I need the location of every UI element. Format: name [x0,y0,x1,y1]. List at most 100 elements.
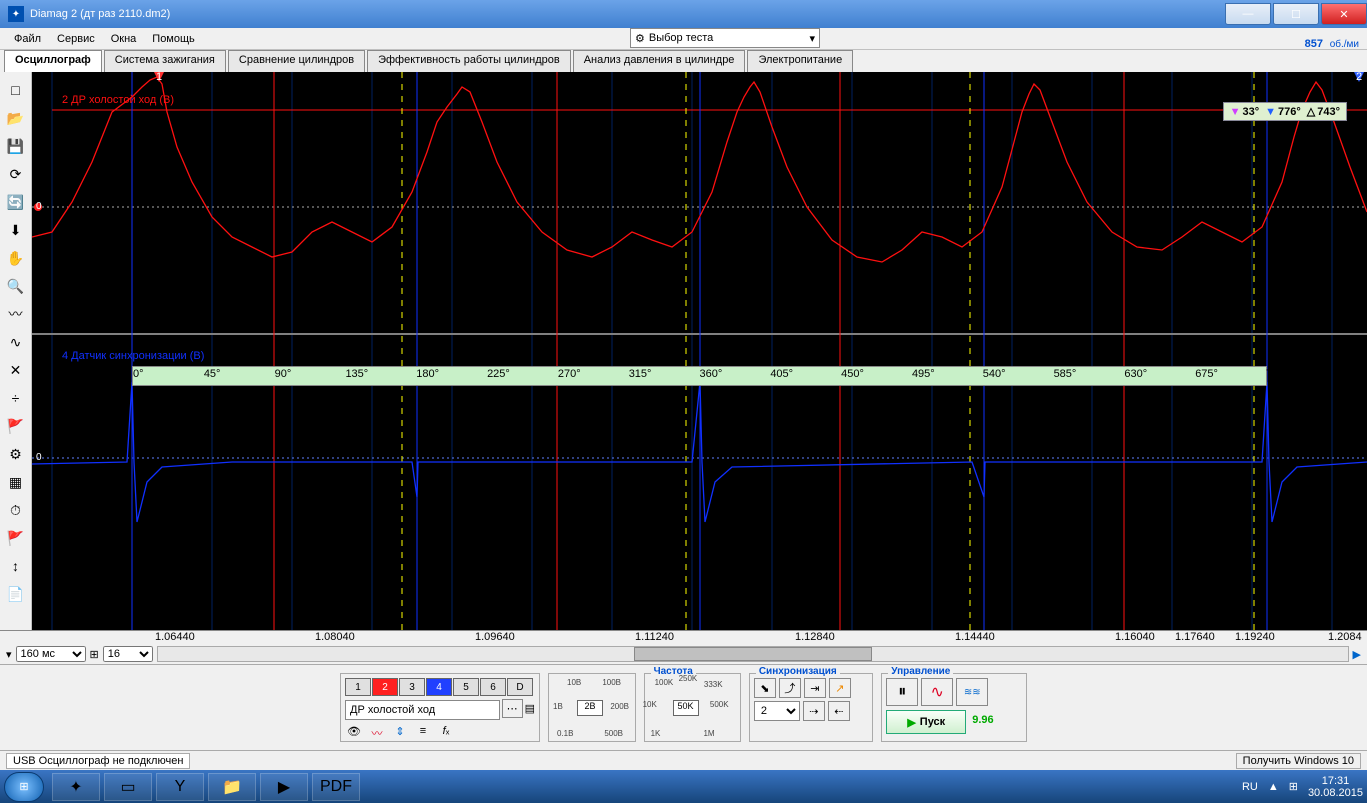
tool-btn-1[interactable]: 📂 [3,105,29,131]
tool-btn-7[interactable]: 🔍 [3,273,29,299]
tool-btn-4[interactable]: 🔄 [3,189,29,215]
delta-value: 743° [1317,106,1340,118]
channel-btn-4[interactable]: 4 [426,678,452,696]
tool-btn-10[interactable]: ✕ [3,357,29,383]
channel-btn-5[interactable]: 5 [453,678,479,696]
tab-cyl-compare[interactable]: Сравнение цилиндров [228,50,365,72]
tool-btn-12[interactable]: 🚩 [3,413,29,439]
updown-icon[interactable]: ⇕ [391,725,409,741]
tool-btn-18[interactable]: 📄 [3,581,29,607]
channel-btn-1[interactable]: 1 [345,678,371,696]
start-button[interactable]: ▶ Пуск [886,710,966,734]
wave-mode-button[interactable]: ∿ [921,678,953,706]
tool-btn-9[interactable]: ∿ [3,329,29,355]
date: 30.08.2015 [1308,787,1363,799]
clock[interactable]: 17:31 30.08.2015 [1308,775,1363,799]
sync-btn-3[interactable]: ⇥ [804,678,826,698]
degree-tick: 180° [416,368,439,380]
svg-text:1: 1 [156,72,162,83]
tool-btn-0[interactable]: □ [3,77,29,103]
taskbar-item-3[interactable]: 📁 [208,773,256,801]
test-selector-dropdown[interactable]: ⚙ Выбор теста ▾ [630,28,820,48]
timer-value: 9.96 [972,714,993,726]
voltage-dial[interactable]: 10B 100B 1B 200B 0.1B 500B 2B [553,678,623,738]
tool-btn-13[interactable]: ⚙ [3,441,29,467]
channel-btn-3[interactable]: 3 [399,678,425,696]
menu-windows[interactable]: Окна [103,31,145,47]
sync-btn-6[interactable]: ⇠ [828,701,850,721]
time-tick: 1.2084 [1328,631,1362,643]
channel-name-input[interactable] [345,700,500,720]
sync-channel-select[interactable]: 2 [754,701,800,721]
taskbar-item-0[interactable]: ✦ [52,773,100,801]
frequency-dial[interactable]: 100K 250K 333K 10K 500K 1K 1M 50K [649,678,719,738]
channel-btn-2[interactable]: 2 [372,678,398,696]
extra-icon[interactable]: ▤ [525,702,535,715]
time-scrollbar[interactable] [157,646,1349,662]
tab-pressure[interactable]: Анализ давления в цилиндре [573,50,746,72]
tab-oscillograph[interactable]: Осциллограф [4,50,102,72]
lines-icon[interactable]: ≡ [414,725,432,741]
tool-btn-5[interactable]: ⬇ [3,217,29,243]
channel-btn-6[interactable]: 6 [480,678,506,696]
action-center-icon[interactable]: ⊞ [1289,780,1298,793]
marker2-value: 776° [1278,106,1301,118]
dial-label: 333K [704,680,723,689]
eye-icon[interactable]: 👁 [345,725,363,741]
zero-label-1: 0 [36,201,42,212]
tool-btn-3[interactable]: ⟳ [3,161,29,187]
tool-btn-8[interactable]: 〰 [3,301,29,327]
timebase-select[interactable]: 160 мс [16,646,86,662]
close-button[interactable]: ✕ [1321,3,1367,25]
sync-btn-1[interactable]: ⬊ [754,678,776,698]
multi-wave-button[interactable]: ≋≋ [956,678,988,706]
minimize-button[interactable]: — [1225,3,1271,25]
degree-tick: 540° [983,368,1006,380]
scrollbar-thumb[interactable] [634,647,872,661]
degree-tick: 405° [770,368,793,380]
start-button[interactable]: ⊞ [4,772,44,802]
menu-help[interactable]: Помощь [144,31,203,47]
language-indicator[interactable]: RU [1242,781,1258,793]
tool-btn-15[interactable]: ⏱ [3,497,29,523]
time-tick: 1.12840 [795,631,835,643]
wave-icon[interactable]: 〰 [368,725,386,741]
tool-btn-2[interactable]: 💾 [3,133,29,159]
channel-btn-D[interactable]: D [507,678,533,696]
sync-btn-4[interactable]: ↗ [829,678,851,698]
tab-cyl-efficiency[interactable]: Эффективность работы цилиндров [367,50,571,72]
taskbar-item-4[interactable]: ▶ [260,773,308,801]
tool-btn-6[interactable]: ✋ [3,245,29,271]
time: 17:31 [1308,775,1363,787]
tool-btn-11[interactable]: ÷ [3,385,29,411]
browse-icon[interactable]: ⋯ [502,699,523,718]
taskbar-item-1[interactable]: ▭ [104,773,152,801]
taskbar-item-5[interactable]: PDF [312,773,360,801]
get-windows-link[interactable]: Получить Windows 10 [1236,753,1361,769]
collapse-icon[interactable]: ▾ [6,648,12,661]
tool-btn-16[interactable]: 🚩 [3,525,29,551]
tool-btn-17[interactable]: ↕ [3,553,29,579]
marker-readout: ▼33° ▼776° △743° [1223,102,1347,121]
division-icon[interactable]: ⊞ [90,648,99,661]
tab-power[interactable]: Электропитание [747,50,853,72]
sync-btn-2[interactable]: ⤴ [779,678,801,698]
fx-icon[interactable]: fₓ [437,725,455,741]
division-select[interactable]: 16 [103,646,153,662]
taskbar-item-2[interactable]: Y [156,773,204,801]
menu-service[interactable]: Сервис [49,31,103,47]
tray-icon[interactable]: ▲ [1268,781,1279,793]
scroll-right-icon[interactable]: ▶ [1353,648,1361,661]
maximize-button[interactable]: ☐ [1273,3,1319,25]
pause-button[interactable]: ⏸ [886,678,918,706]
oscilloscope-display[interactable]: 12 2 ДР холостой ход (B) 4 Датчик синхро… [32,72,1367,630]
play-icon: ▶ [907,716,915,729]
sync-btn-5[interactable]: ⇢ [803,701,825,721]
tab-ignition[interactable]: Система зажигания [104,50,226,72]
gear-icon: ⚙ [635,32,645,45]
tool-btn-14[interactable]: ▦ [3,469,29,495]
dial-label: 500K [710,700,729,709]
time-tick: 1.16040 [1115,631,1155,643]
dial-label: 250K [679,674,698,683]
menu-file[interactable]: Файл [6,31,49,47]
